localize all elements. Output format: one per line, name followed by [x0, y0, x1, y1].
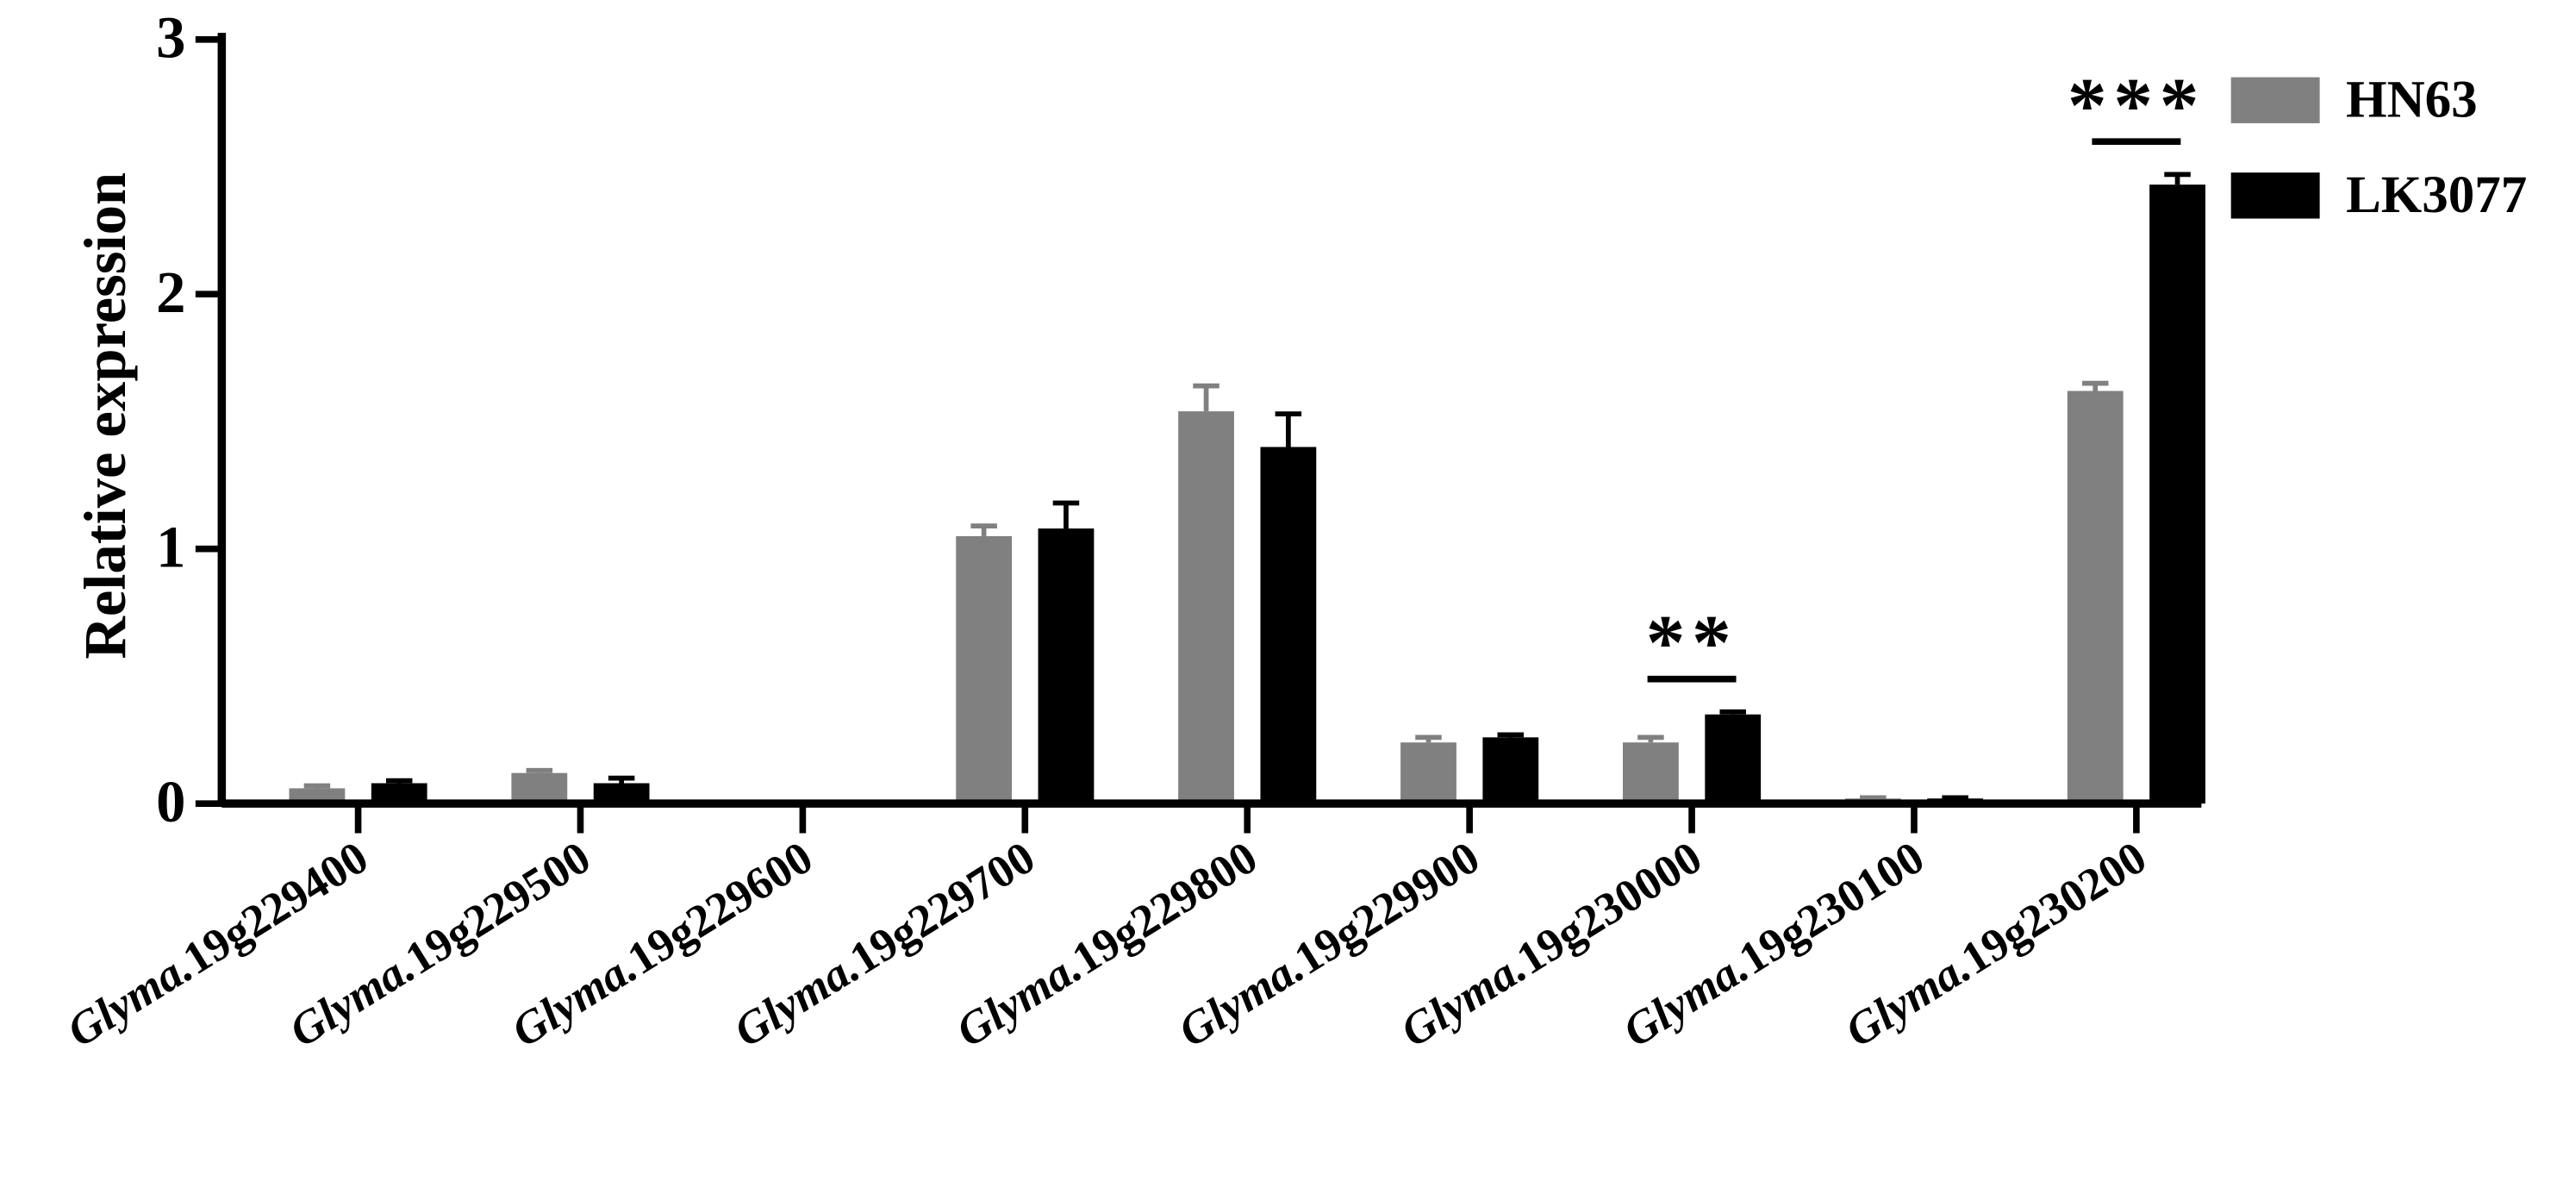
bar-lk3077-9 — [2149, 184, 2205, 804]
x-tick-label-italic-part: Glyma. — [1614, 941, 1757, 1057]
error-bars-group — [303, 172, 2191, 801]
y-tick-label-2: 2 — [156, 259, 185, 325]
bar-lk3077-4 — [1038, 528, 1095, 804]
y-tick-label-3: 3 — [156, 5, 185, 71]
x-tick-label-number-part: 19g229800 — [1063, 831, 1265, 984]
legend-swatch-hn63 — [2230, 77, 2320, 123]
x-axis: Glyma.19g229400Glyma.19g229500Glyma.19g2… — [58, 799, 2202, 1057]
x-tick-label-italic-part: Glyma. — [725, 941, 868, 1057]
y-tick-label-0: 0 — [156, 769, 185, 834]
bar-hn63-4 — [956, 535, 1013, 804]
bar-lk3077-2 — [593, 783, 650, 804]
bars-group — [289, 184, 2205, 804]
significance-marker-1: ** — [1646, 598, 1738, 686]
bar-hn63-7 — [1622, 742, 1679, 804]
bar-hn63-6 — [1400, 742, 1456, 804]
legend: HN63 LK3077 — [2230, 71, 2527, 224]
x-tick-label-number-part: 19g230200 — [1952, 831, 2155, 984]
x-tick-label-number-part: 19g230000 — [1507, 831, 1710, 984]
bar-lk3077-1 — [371, 783, 427, 804]
significance-marker-2: *** — [2068, 61, 2205, 149]
x-tick-label-italic-part: Glyma. — [947, 941, 1090, 1057]
legend-swatch-lk3077 — [2230, 172, 2320, 219]
x-tick-label-number-part: 19g230100 — [1730, 831, 1932, 984]
bar-hn63-9 — [2067, 391, 2124, 804]
x-tick-label-italic-part: Glyma. — [280, 941, 423, 1057]
x-tick-label-italic-part: Glyma. — [1169, 941, 1313, 1057]
x-tick-label-number-part: 19g229700 — [840, 831, 1043, 984]
x-tick-label-number-part: 19g229500 — [396, 831, 599, 984]
x-tick-label-italic-part: Glyma. — [58, 941, 201, 1057]
x-tick-label-italic-part: Glyma. — [502, 941, 646, 1057]
x-tick-label-number-part: 19g229400 — [174, 831, 377, 984]
significance-group: ***** — [1646, 61, 2205, 686]
x-tick-label-number-part: 19g229900 — [1285, 831, 1488, 984]
y-axis: 0 1 2 3 — [156, 5, 227, 834]
y-tick-label-1: 1 — [156, 515, 185, 580]
legend-label-lk3077: LK3077 — [2346, 166, 2527, 224]
y-axis-label: Relative expression — [72, 172, 138, 659]
x-tick-label-italic-part: Glyma. — [1392, 941, 1535, 1057]
bar-hn63-2 — [511, 772, 568, 804]
bar-lk3077-6 — [1482, 737, 1539, 804]
legend-label-hn63: HN63 — [2346, 71, 2478, 128]
x-tick-label-number-part: 19g229600 — [619, 831, 821, 984]
bar-hn63-5 — [1178, 411, 1234, 804]
bar-lk3077-7 — [1705, 714, 1762, 804]
x-tick-label-italic-part: Glyma. — [1837, 941, 1980, 1057]
bar-lk3077-5 — [1260, 447, 1317, 804]
